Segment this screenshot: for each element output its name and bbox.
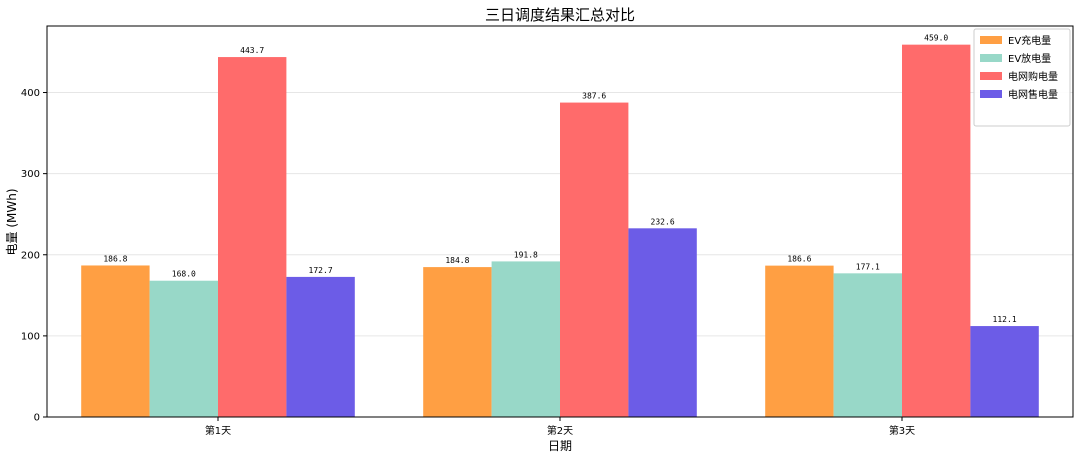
- bar: [765, 265, 834, 417]
- bar: [491, 261, 560, 417]
- chart-title: 三日调度结果汇总对比: [485, 6, 635, 24]
- bar: [902, 44, 971, 417]
- bar: [628, 228, 697, 417]
- legend-swatch: [980, 72, 1002, 80]
- data-label: 112.1: [993, 315, 1017, 324]
- data-label: 443.7: [240, 46, 264, 55]
- bar: [218, 57, 287, 417]
- data-label: 186.8: [103, 254, 127, 263]
- x-axis-label: 日期: [548, 439, 572, 453]
- legend-label: 电网购电量: [1008, 70, 1058, 83]
- legend-swatch: [980, 36, 1002, 44]
- y-tick-label: 0: [34, 413, 40, 424]
- data-label: 184.8: [445, 256, 469, 265]
- y-tick-label: 400: [21, 88, 40, 99]
- data-label: 172.7: [309, 266, 333, 275]
- data-label: 232.6: [651, 217, 675, 226]
- legend-swatch: [980, 90, 1002, 98]
- y-tick-label: 100: [21, 331, 40, 342]
- x-tick-label: 第1天: [205, 424, 231, 437]
- legend-label: 电网售电量: [1008, 88, 1058, 101]
- bar-layer: [81, 44, 1039, 418]
- bar: [423, 267, 492, 417]
- legend-label: EV放电量: [1008, 52, 1051, 65]
- y-axis-label: 电量 (MWh): [5, 188, 19, 255]
- bar: [81, 265, 150, 417]
- data-label: 459.0: [924, 34, 948, 43]
- legend-label: EV充电量: [1008, 34, 1051, 47]
- data-label-layer: 186.8 168.0 443.7 172.7 184.8 191.8 387.6 232.6…: [103, 34, 1016, 324]
- bar: [833, 273, 902, 417]
- data-label: 186.6: [787, 255, 811, 264]
- data-label: 168.0: [172, 270, 196, 279]
- axis-layer: 0 100 200 300 400 第1天 第2天 第3天: [21, 88, 915, 437]
- legend-swatch: [980, 54, 1002, 62]
- data-label: 387.6: [582, 92, 606, 101]
- bar: [149, 280, 218, 417]
- bar: [970, 326, 1039, 417]
- bar: [286, 276, 355, 417]
- legend-box: [973, 28, 1071, 127]
- y-tick-label: 300: [21, 169, 40, 180]
- bar: [560, 102, 629, 418]
- y-tick-label: 200: [21, 250, 40, 261]
- data-label: 191.8: [514, 250, 538, 259]
- data-label: 177.1: [856, 262, 880, 271]
- x-tick-label: 第3天: [889, 424, 915, 437]
- x-tick-label: 第2天: [547, 424, 573, 437]
